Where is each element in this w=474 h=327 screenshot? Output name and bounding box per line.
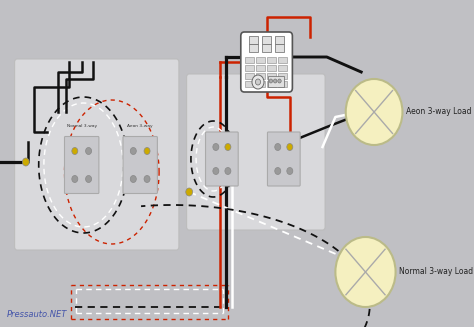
FancyBboxPatch shape bbox=[256, 57, 265, 63]
Text: Aeon 3-way Load: Aeon 3-way Load bbox=[406, 108, 472, 116]
FancyBboxPatch shape bbox=[275, 44, 284, 52]
Circle shape bbox=[225, 167, 231, 175]
FancyBboxPatch shape bbox=[245, 65, 254, 71]
Circle shape bbox=[275, 144, 281, 150]
FancyBboxPatch shape bbox=[249, 44, 258, 52]
Circle shape bbox=[269, 79, 273, 83]
Circle shape bbox=[22, 158, 29, 166]
FancyBboxPatch shape bbox=[267, 73, 276, 79]
Text: Normal 3-way Load: Normal 3-way Load bbox=[399, 267, 473, 277]
FancyBboxPatch shape bbox=[256, 65, 265, 71]
Circle shape bbox=[213, 167, 219, 175]
FancyBboxPatch shape bbox=[278, 81, 288, 87]
Text: Normal 3-way: Normal 3-way bbox=[67, 124, 97, 128]
FancyBboxPatch shape bbox=[241, 32, 292, 92]
Circle shape bbox=[213, 144, 219, 150]
Circle shape bbox=[243, 35, 290, 89]
FancyBboxPatch shape bbox=[187, 74, 325, 230]
FancyBboxPatch shape bbox=[123, 136, 157, 194]
FancyBboxPatch shape bbox=[245, 73, 254, 79]
FancyBboxPatch shape bbox=[268, 76, 284, 87]
Circle shape bbox=[130, 176, 137, 182]
FancyBboxPatch shape bbox=[267, 81, 276, 87]
Circle shape bbox=[346, 79, 402, 145]
FancyBboxPatch shape bbox=[64, 136, 99, 194]
Circle shape bbox=[278, 79, 281, 83]
Circle shape bbox=[273, 79, 277, 83]
Circle shape bbox=[72, 147, 78, 154]
FancyBboxPatch shape bbox=[245, 57, 254, 63]
Text: Pressauto.NET: Pressauto.NET bbox=[7, 310, 67, 319]
FancyBboxPatch shape bbox=[275, 36, 284, 44]
FancyBboxPatch shape bbox=[267, 65, 276, 71]
FancyBboxPatch shape bbox=[278, 65, 288, 71]
Circle shape bbox=[275, 167, 281, 175]
Circle shape bbox=[144, 147, 150, 154]
Circle shape bbox=[144, 176, 150, 182]
Circle shape bbox=[336, 237, 396, 307]
FancyBboxPatch shape bbox=[278, 73, 288, 79]
Circle shape bbox=[255, 79, 261, 85]
FancyBboxPatch shape bbox=[256, 81, 265, 87]
FancyBboxPatch shape bbox=[262, 44, 271, 52]
Circle shape bbox=[287, 144, 293, 150]
FancyBboxPatch shape bbox=[256, 73, 265, 79]
FancyBboxPatch shape bbox=[278, 57, 288, 63]
Circle shape bbox=[130, 147, 137, 154]
Text: Aeon 3-way: Aeon 3-way bbox=[128, 124, 153, 128]
Circle shape bbox=[86, 176, 91, 182]
Circle shape bbox=[287, 167, 293, 175]
FancyBboxPatch shape bbox=[206, 132, 238, 186]
Circle shape bbox=[186, 188, 192, 196]
FancyBboxPatch shape bbox=[267, 57, 276, 63]
Circle shape bbox=[86, 147, 91, 154]
FancyBboxPatch shape bbox=[267, 132, 300, 186]
FancyBboxPatch shape bbox=[245, 81, 254, 87]
Circle shape bbox=[225, 144, 231, 150]
Circle shape bbox=[72, 176, 78, 182]
FancyBboxPatch shape bbox=[262, 36, 271, 44]
FancyBboxPatch shape bbox=[15, 59, 179, 250]
Circle shape bbox=[252, 75, 264, 89]
FancyBboxPatch shape bbox=[249, 36, 258, 44]
